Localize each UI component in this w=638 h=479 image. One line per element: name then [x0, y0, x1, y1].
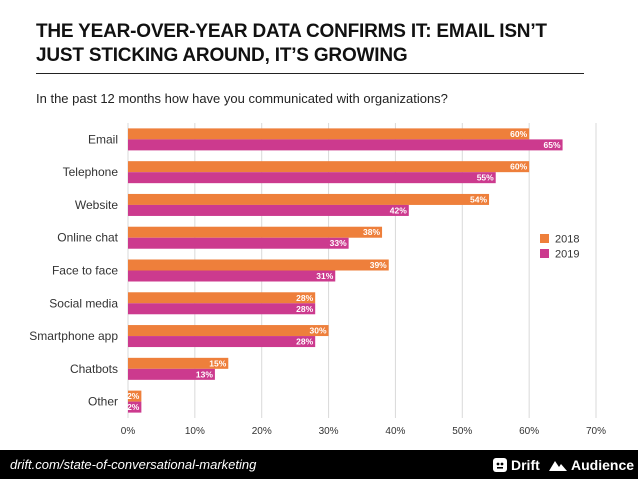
bar-2019	[128, 172, 496, 184]
x-tick-label: 10%	[185, 426, 205, 437]
legend-label: 2019	[555, 249, 579, 261]
bar-2019	[128, 303, 316, 315]
drift-logo-text: Drift	[511, 457, 540, 473]
bar-2018	[128, 325, 329, 337]
audience-logo: Audience	[548, 456, 634, 474]
bar-2018	[128, 161, 530, 173]
data-label: 2%	[127, 391, 140, 401]
data-label: 28%	[296, 337, 313, 347]
bar-2019	[128, 204, 409, 216]
bar-chart: 0% 10% 20% 30% 40% 50% 60% 70% Email 60% 65% Teleph…	[29, 123, 606, 437]
data-label: 60%	[510, 129, 527, 139]
legend-swatch-2018	[540, 234, 549, 243]
data-label: 15%	[209, 358, 226, 368]
bar-2018	[128, 226, 383, 238]
category-label: Smartphone app	[29, 329, 118, 343]
data-label: 30%	[310, 326, 327, 336]
bar-2018	[128, 390, 142, 402]
bar-2019	[128, 270, 336, 282]
category-label: Face to face	[52, 264, 118, 278]
audience-logo-icon	[549, 461, 567, 471]
bar-2019	[128, 237, 349, 249]
data-label: 31%	[316, 271, 333, 281]
legend-swatch-2019	[540, 249, 549, 258]
category-label: Other	[88, 395, 118, 409]
bar-2018	[128, 357, 229, 369]
bar-2018	[128, 193, 490, 205]
data-label: 42%	[390, 205, 407, 215]
category-label: Social media	[49, 296, 118, 310]
category-label: Telephone	[63, 165, 119, 179]
category-label: Online chat	[57, 231, 118, 245]
category-label: Email	[88, 132, 118, 146]
data-label: 54%	[470, 194, 487, 204]
chart-title: THE YEAR-OVER-YEAR DATA CONFIRMS IT: EMA…	[36, 21, 547, 66]
audience-logo-text: Audience	[571, 457, 635, 473]
bar-2018	[128, 128, 530, 140]
category-label: Website	[75, 198, 118, 212]
drift-logo-icon	[493, 458, 507, 472]
category-label: Chatbots	[70, 362, 118, 376]
data-label: 2%	[127, 402, 140, 412]
data-label: 60%	[510, 162, 527, 172]
bar-2018	[128, 259, 389, 271]
x-tick-label: 40%	[385, 426, 405, 437]
footer-bar: drift.com/state-of-conversational-market…	[0, 450, 638, 479]
data-label: 39%	[370, 260, 387, 270]
data-label: 55%	[477, 173, 494, 183]
data-label: 13%	[196, 369, 213, 379]
x-tick-label: 50%	[452, 426, 472, 437]
chart-subtitle: In the past 12 months how have you commu…	[36, 91, 448, 106]
bar-2019	[128, 401, 142, 413]
x-tick-label: 30%	[319, 426, 339, 437]
bar-2019	[128, 368, 215, 380]
data-label: 28%	[296, 293, 313, 303]
legend-label: 2018	[555, 234, 579, 246]
title-divider	[36, 73, 584, 74]
data-label: 65%	[544, 140, 561, 150]
bar-2019	[128, 336, 316, 348]
bar-2018	[128, 292, 316, 304]
data-label: 28%	[296, 304, 313, 314]
footer-url: drift.com/state-of-conversational-market…	[10, 457, 257, 472]
data-label: 38%	[363, 227, 380, 237]
x-tick-label: 70%	[586, 426, 606, 437]
data-label: 33%	[330, 238, 347, 248]
bar-2019	[128, 139, 563, 151]
drift-logo: Drift	[492, 456, 540, 474]
x-tick-label: 0%	[121, 426, 136, 437]
x-tick-label: 20%	[252, 426, 272, 437]
x-tick-label: 60%	[519, 426, 539, 437]
